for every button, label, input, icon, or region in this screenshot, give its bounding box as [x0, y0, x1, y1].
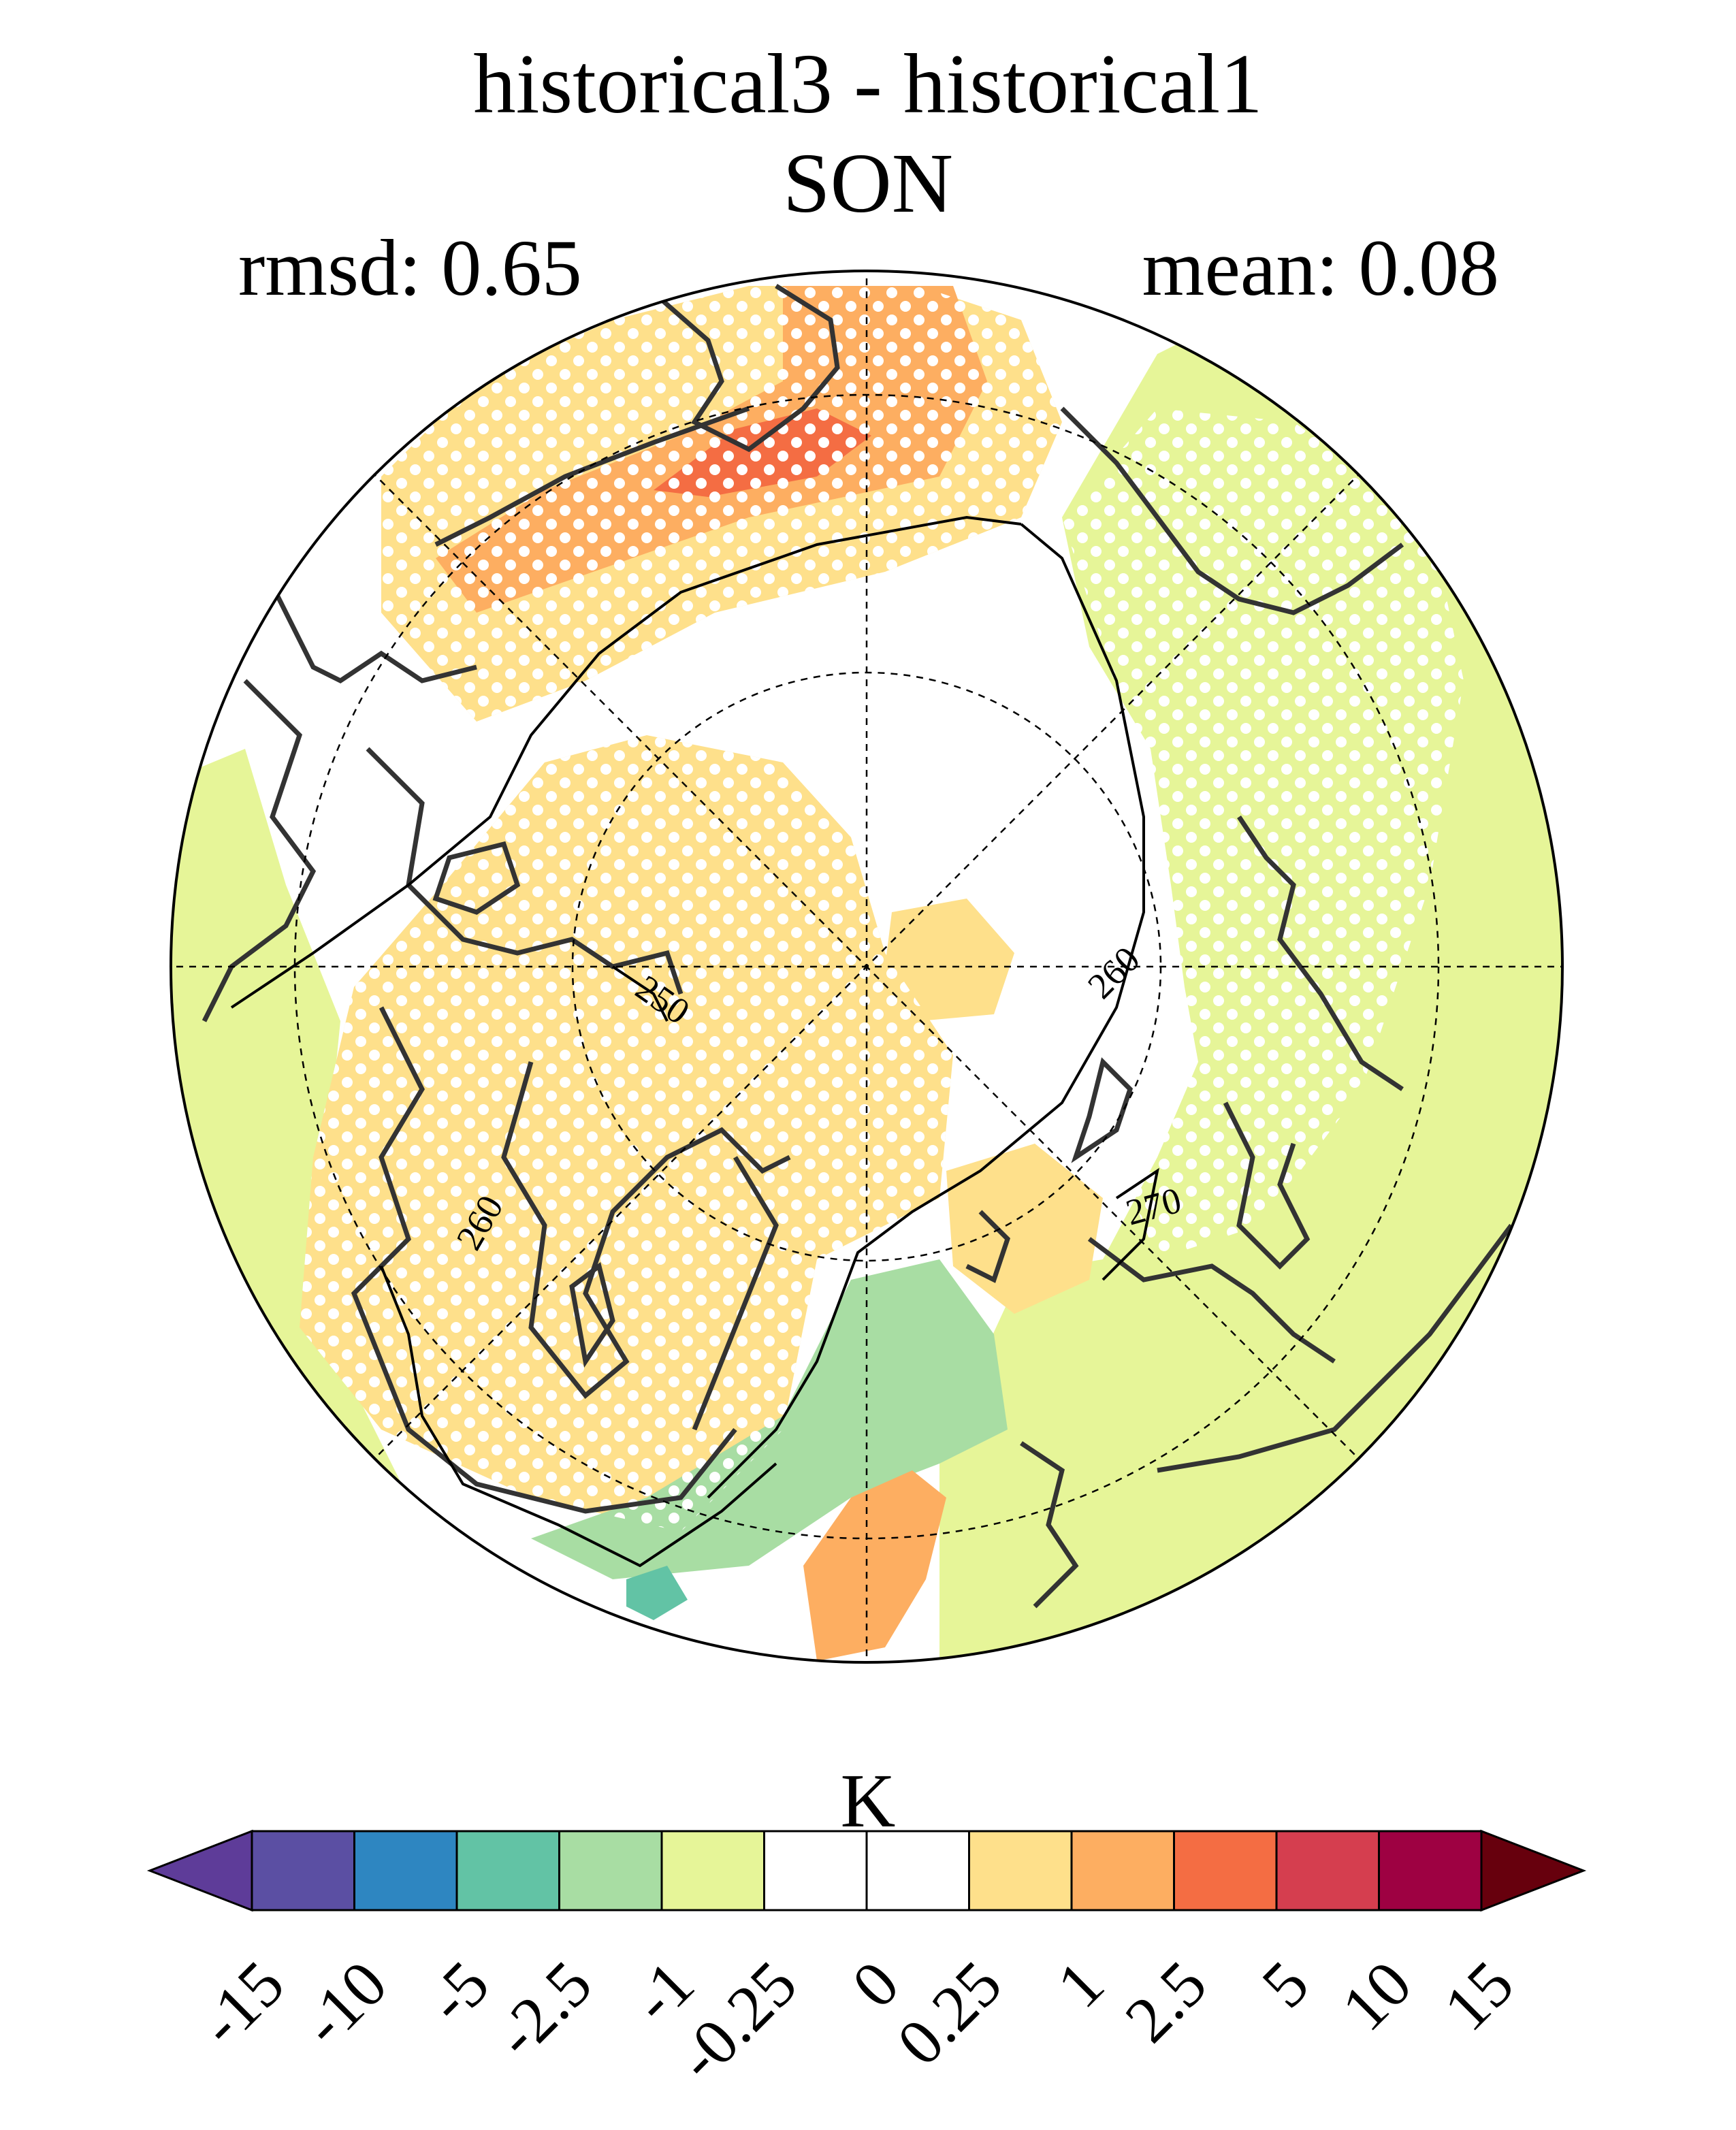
colorbar-tick-label: 15	[1429, 1946, 1528, 2045]
colorbar-tick-label: -15	[184, 1946, 298, 2060]
field-light-orange-pole	[885, 899, 1014, 1021]
colorbar-box	[558, 1830, 663, 1911]
colorbar-box	[1275, 1830, 1380, 1911]
colorbar-box	[865, 1830, 970, 1911]
stipple-east	[1062, 408, 1464, 1259]
climatology-contours	[230, 515, 1159, 1568]
field-orange-atlantic	[803, 1470, 946, 1661]
colorbar-tick-label: -0.25	[662, 1946, 810, 2095]
colorbar-tick-label: -2.5	[480, 1946, 605, 2071]
field-teal-atlantic	[626, 1566, 688, 1620]
rmsd-label: rmsd: 0.65	[238, 223, 582, 312]
colorbar-box	[763, 1830, 868, 1911]
colorbar-extend-high	[1480, 1829, 1587, 1912]
stipple-canada	[300, 735, 953, 1532]
graticule	[171, 271, 1562, 1662]
coastlines	[202, 284, 1513, 1609]
colorbar-tick-label: 5	[1247, 1946, 1323, 2022]
colorbar-unit: K	[840, 1759, 896, 1843]
colorbar-box	[1070, 1830, 1175, 1911]
colorbar-tick-label: 10	[1327, 1946, 1425, 2045]
colorbar-tick-label: 1	[1042, 1946, 1118, 2022]
mean-label: mean: 0.08	[1142, 223, 1499, 312]
polar-map: 250 260 260 270	[170, 270, 1564, 1664]
colorbar-box	[455, 1830, 560, 1911]
colorbar-tick-label: 2.5	[1110, 1946, 1220, 2056]
colorbar-box	[1378, 1830, 1483, 1911]
colorbar	[146, 1829, 1587, 1912]
colorbar-tick-label: 0	[837, 1946, 913, 2022]
colorbar-box	[353, 1830, 458, 1911]
map-title: historical3 - historical1	[473, 37, 1263, 131]
colorbar-box	[968, 1830, 1073, 1911]
colorbar-extend-low	[146, 1829, 253, 1912]
colorbar-box	[660, 1830, 765, 1911]
season-subtitle: SON	[782, 137, 954, 231]
map-boundary	[170, 270, 1564, 1664]
map-field: 250 260 260 270	[171, 271, 1562, 1662]
colorbar-box	[251, 1830, 355, 1911]
field-light-orange-siberia	[946, 1144, 1103, 1314]
colorbar-tick-label: -10	[287, 1946, 400, 2060]
colorbar-box	[1173, 1830, 1278, 1911]
colorbar-tick-label: 0.25	[882, 1946, 1015, 2080]
